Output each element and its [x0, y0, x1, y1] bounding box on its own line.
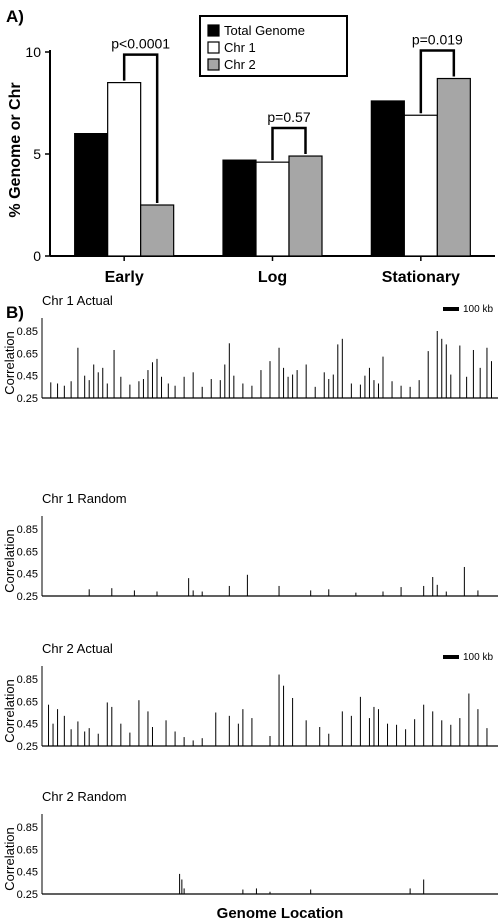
panel-a-y-axis-label: % Genome or Chr [7, 82, 24, 217]
legend-label: Total Genome [224, 23, 305, 38]
track-y-tick-label: 0.65 [17, 696, 38, 708]
y-tick-label: 10 [25, 44, 41, 60]
legend-box [199, 15, 348, 77]
track-title: Chr 1 Actual [42, 293, 113, 308]
bar-chr-1-stationary [403, 114, 438, 257]
track-y-tick-label: 0.45 [17, 371, 38, 383]
track-y-tick-label: 0.65 [17, 844, 38, 856]
p-value-label: p=0.019 [412, 32, 463, 48]
legend: Total Genome Chr 1 Chr 2 [199, 15, 348, 77]
bar-total-genome-log [222, 159, 257, 257]
track-y-tick-label: 0.85 [17, 524, 38, 536]
track-y-tick-label: 0.25 [17, 591, 38, 603]
track-y-tick-label: 0.85 [17, 674, 38, 686]
track-y-axis-label: Correlation [2, 529, 17, 593]
y-tick-label: 5 [33, 146, 41, 162]
track-y-tick-label: 0.85 [17, 326, 38, 338]
legend-label: Chr 1 [224, 40, 256, 55]
significance-bracket [419, 49, 456, 114]
panel-a-label: A) [6, 7, 24, 26]
scale-bar-label: 100 kb [463, 652, 493, 663]
p-value-label: p<0.0001 [111, 36, 170, 52]
track-y-tick-label: 0.65 [17, 546, 38, 558]
track-y-axis-label: Correlation [2, 827, 17, 891]
scale-bar [443, 307, 459, 311]
track-y-tick-label: 0.25 [17, 741, 38, 753]
significance-bracket [271, 126, 307, 161]
bar-chr-2-stationary [436, 77, 471, 257]
legend-label: Chr 2 [224, 57, 256, 72]
panel-b-label: B) [6, 303, 24, 322]
panel-a-plot: 0 5 10 Early p<0.0001 Log p=0.57 Stationary p=0.… [25, 32, 495, 286]
x-tick-label: Log [258, 269, 287, 286]
legend-swatch [207, 41, 220, 54]
track-title: Chr 2 Actual [42, 641, 113, 656]
y-tick-label: 0 [33, 248, 41, 264]
track-y-tick-label: 0.45 [17, 569, 38, 581]
p-value-label: p=0.57 [267, 109, 310, 125]
bar-chr-2-early [140, 204, 175, 257]
legend-swatch [207, 24, 220, 37]
significance-bracket [122, 53, 159, 203]
track-title: Chr 2 Random [42, 789, 127, 804]
track-y-tick-label: 0.65 [17, 348, 38, 360]
panel-b-plots: Chr 1 ActualCorrelation0.250.450.650.851… [2, 293, 498, 901]
bar-chr-1-early [107, 81, 142, 257]
x-tick-label: Stationary [382, 269, 460, 286]
scale-bar-label: 100 kb [463, 304, 493, 315]
track-y-tick-label: 0.45 [17, 867, 38, 879]
track-title: Chr 1 Random [42, 491, 127, 506]
x-tick-label: Early [105, 269, 144, 286]
track-y-tick-label: 0.25 [17, 889, 38, 901]
track-y-axis-label: Correlation [2, 679, 17, 743]
track-y-axis-label: Correlation [2, 331, 17, 395]
bar-chr-2-log [288, 155, 323, 257]
scale-bar [443, 655, 459, 659]
panel-b-x-axis-label: Genome Location [217, 905, 344, 921]
legend-swatch [207, 58, 220, 71]
track-y-tick-label: 0.45 [17, 719, 38, 731]
track-y-tick-label: 0.85 [17, 822, 38, 834]
bar-total-genome-stationary [370, 100, 405, 257]
track-y-tick-label: 0.25 [17, 393, 38, 405]
bar-total-genome-early [74, 133, 109, 257]
bar-chr-1-log [255, 161, 290, 257]
